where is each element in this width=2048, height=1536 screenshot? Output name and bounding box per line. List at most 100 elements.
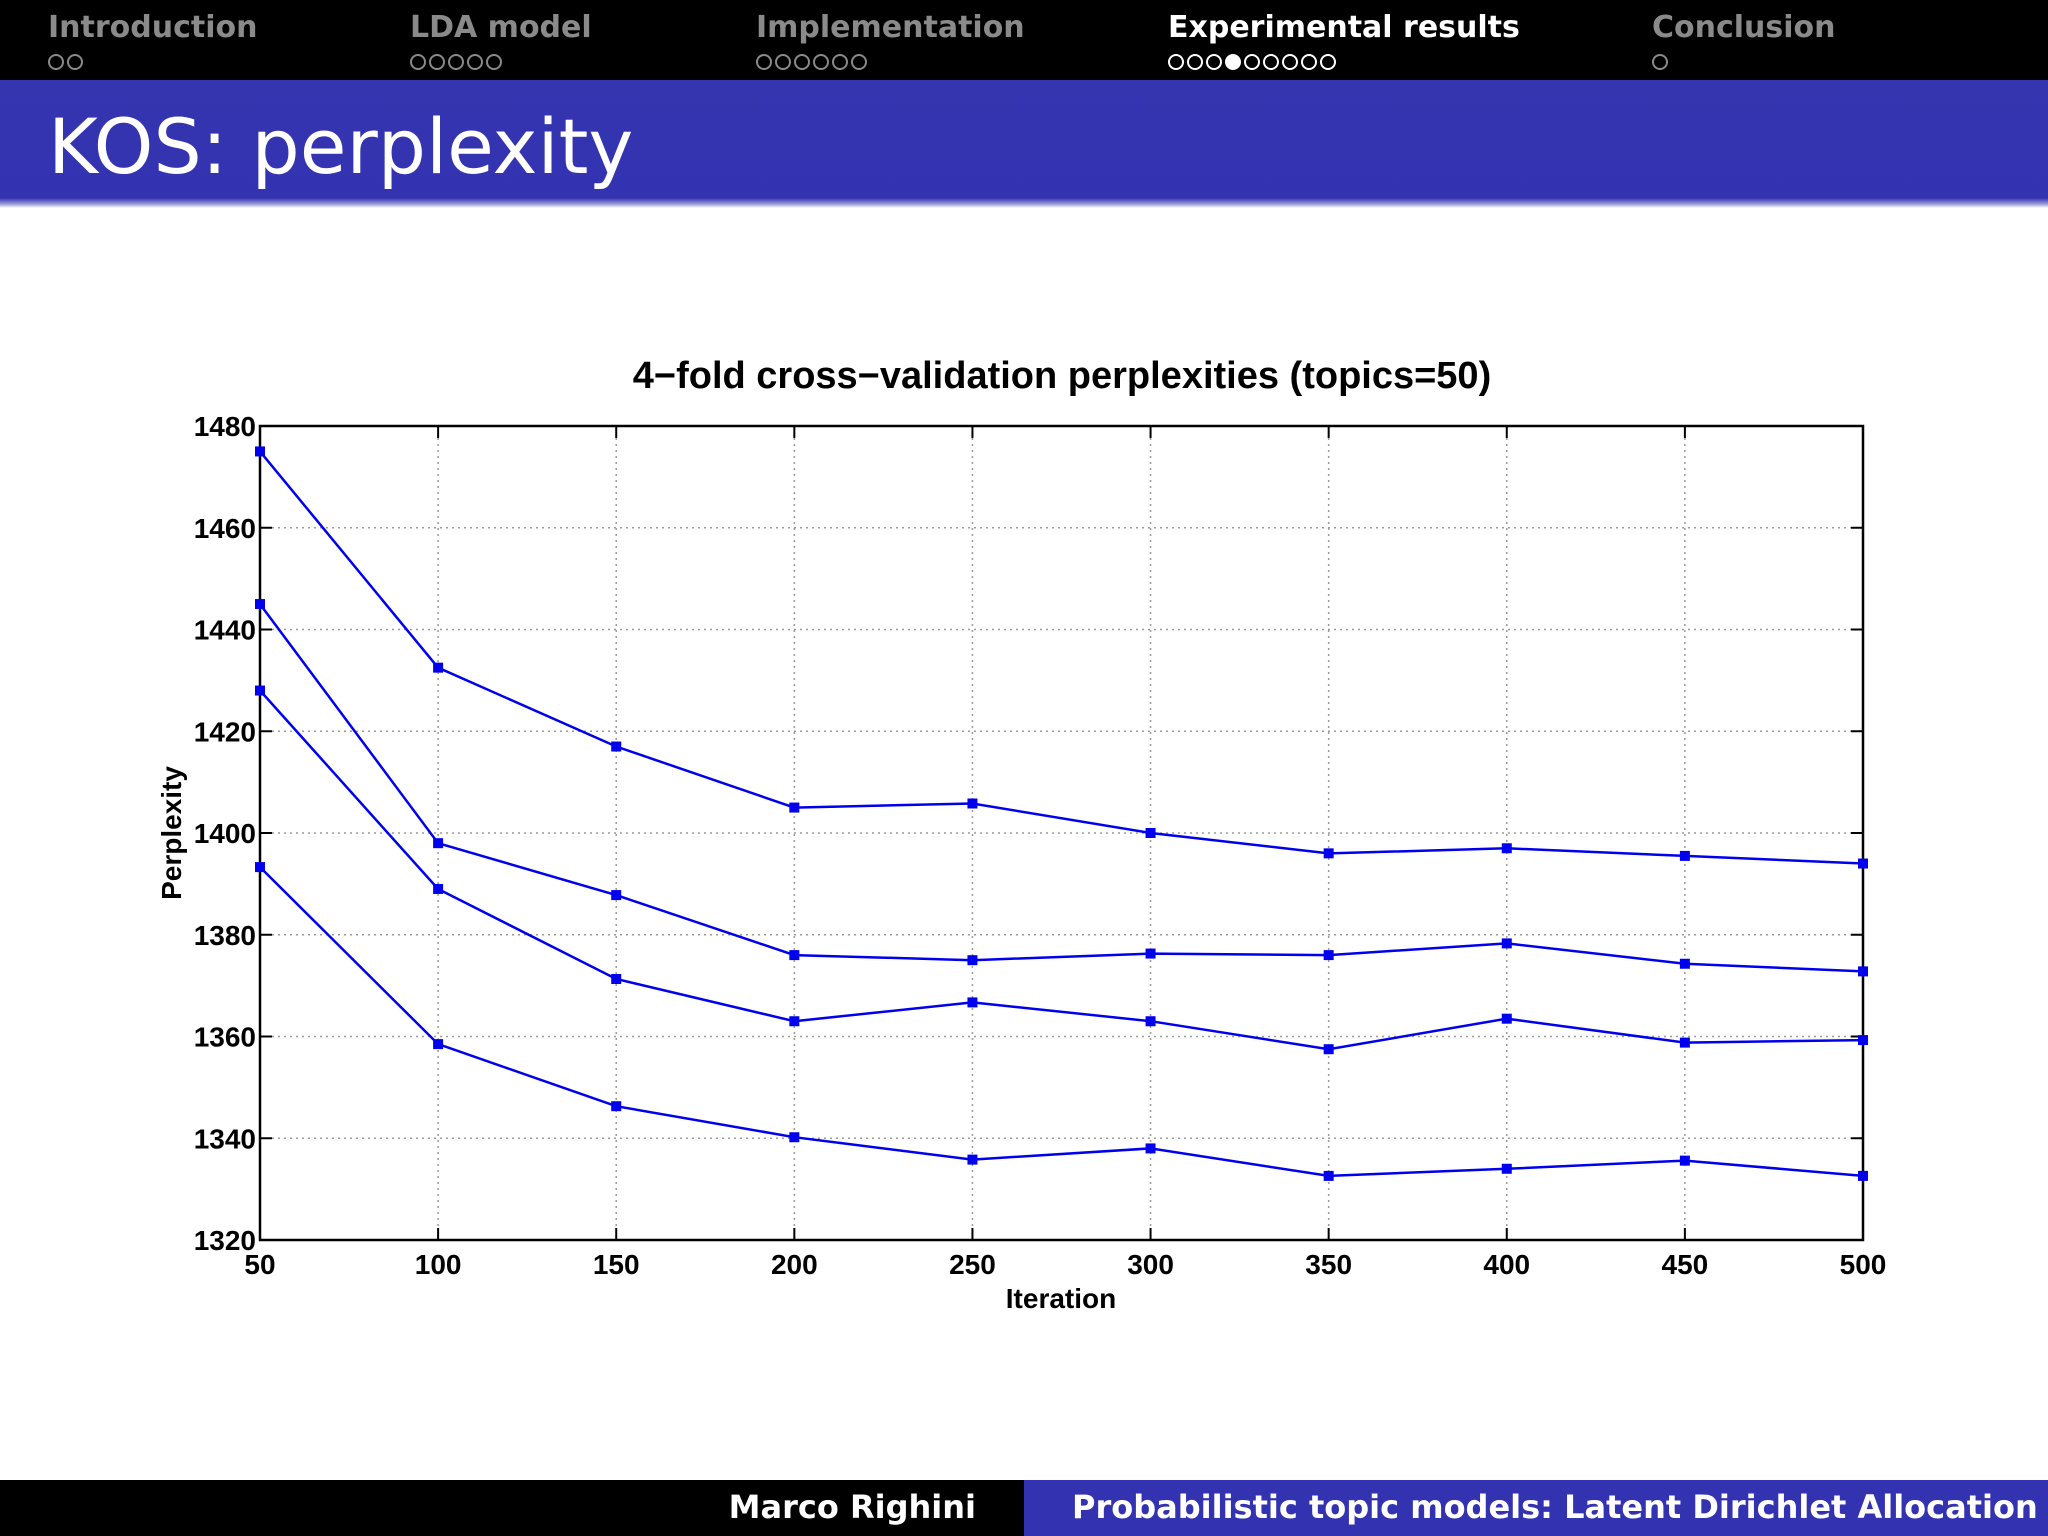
nav-section-label: Implementation [756,10,1025,45]
data-point [789,802,800,813]
current-slide-dot[interactable] [1225,54,1241,70]
data-point [1501,1163,1512,1174]
slide-dot[interactable] [429,54,445,70]
slide-dot[interactable] [467,54,483,70]
plot-frame [258,424,1865,1242]
data-point [611,974,622,985]
footer: Marco Righini Probabilistic topic models… [0,1480,2048,1536]
data-point [611,741,622,752]
y-tick-label: 1400 [194,818,256,849]
data-point [611,890,622,901]
slide-dot[interactable] [794,54,810,70]
slide-dot[interactable] [1320,54,1336,70]
slide-dot[interactable] [67,54,83,70]
series-line-3 [259,689,1864,1051]
nav-slide-dots [410,54,592,70]
slide-title: KOS: perplexity [48,102,634,191]
slide-dot[interactable] [486,54,502,70]
data-point [433,662,444,673]
x-axis-label: Iteration [1006,1283,1116,1314]
data-point [1679,958,1690,969]
data-point [1501,1013,1512,1024]
data-point [1501,938,1512,949]
x-tick-label: 250 [949,1249,996,1280]
data-point [789,1132,800,1143]
data-point [255,446,265,457]
footer-title-panel: Probabilistic topic models: Latent Diric… [1024,1480,2048,1536]
series-line-1 [259,450,1864,865]
data-point [1858,966,1868,977]
data-point [967,955,978,966]
x-tick-label: 500 [1840,1249,1887,1280]
title-bar: KOS: perplexity [0,80,2048,208]
slide-dot[interactable] [1206,54,1222,70]
data-point [255,685,265,696]
x-tick-label: 350 [1305,1249,1352,1280]
footer-author-panel: Marco Righini [0,1480,1024,1536]
data-point [1679,850,1690,861]
slide-dot[interactable] [1187,54,1203,70]
nav-slide-dots [48,54,257,70]
nav-section-2[interactable]: LDA model [410,8,592,70]
data-point [1858,858,1868,869]
series-line-4 [259,866,1864,1178]
slide-dot[interactable] [1301,54,1317,70]
data-point [1679,1037,1690,1048]
data-point [1145,948,1156,959]
x-tick-label: 50 [244,1249,275,1280]
slide-dot[interactable] [1244,54,1260,70]
slide-dot[interactable] [48,54,64,70]
data-point [789,950,800,961]
nav-section-3[interactable]: Implementation [756,8,1025,70]
data-point [1145,1016,1156,1027]
y-tick-label: 1480 [194,411,256,442]
slide-dot[interactable] [410,54,426,70]
nav-section-label: Experimental results [1168,10,1520,45]
slide-dot[interactable] [1263,54,1279,70]
data-point [789,1016,800,1027]
slide-dot[interactable] [832,54,848,70]
data-point [1858,1035,1868,1046]
nav-section-4[interactable]: Experimental results [1168,8,1520,70]
data-point [255,862,265,873]
nav-slide-dots [756,54,1025,70]
data-point [1323,1170,1334,1181]
nav-section-1[interactable]: Introduction [48,8,257,70]
data-point [433,1039,444,1050]
slide-dot[interactable] [813,54,829,70]
chart-title: 4−fold cross−validation perplexities (to… [633,355,1491,397]
slide-dot[interactable] [851,54,867,70]
slide-dot[interactable] [1652,54,1668,70]
nav-slide-dots [1168,54,1520,70]
data-point [1858,1170,1868,1181]
nav-slide-dots [1652,54,1836,70]
y-tick-label: 1320 [194,1225,256,1256]
y-tick-label: 1420 [194,716,256,747]
nav-section-label: Conclusion [1652,10,1836,45]
data-point [1679,1155,1690,1166]
data-point [433,838,444,849]
y-tick-label: 1340 [194,1123,256,1154]
data-point [1145,828,1156,838]
footer-talk-title: Probabilistic topic models: Latent Diric… [1072,1488,2038,1526]
x-tick-label: 300 [1127,1249,1174,1280]
data-point [967,1154,978,1165]
nav-section-label: LDA model [410,10,592,45]
data-point [967,997,978,1008]
x-tick-label: 450 [1662,1249,1709,1280]
slide-dot[interactable] [448,54,464,70]
slide-dot[interactable] [756,54,772,70]
data-point [1501,843,1512,854]
gridlines [260,426,1863,1240]
slide-dot[interactable] [1282,54,1298,70]
y-tick-label: 1380 [194,920,256,951]
series-lines [255,446,1868,1181]
data-point [1323,1044,1334,1055]
y-tick-label: 1440 [194,615,256,646]
slide-dot[interactable] [775,54,791,70]
nav-section-5[interactable]: Conclusion [1652,8,1836,70]
data-point [255,599,265,610]
tick-labels: 50 100 150 200 250 300 350 400 450 500 1320 1340 136… [194,411,1887,1280]
slide-dot[interactable] [1168,54,1184,70]
series-line-2 [258,603,1864,973]
